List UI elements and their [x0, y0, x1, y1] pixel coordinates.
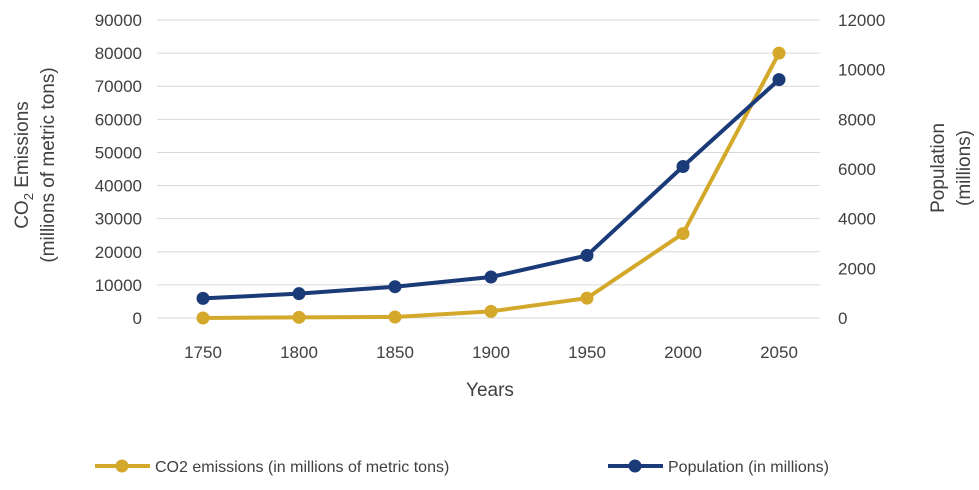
- left-y-axis-title-line1: CO2 Emissions: [12, 101, 36, 229]
- population-data-point: [676, 160, 690, 174]
- left-y-axis-title-line2: (millions of metric tons): [38, 67, 59, 262]
- right-y-tick-label: 6000: [838, 160, 876, 179]
- left-y-tick-label: 50000: [95, 143, 142, 162]
- x-axis-title: Years: [466, 380, 514, 401]
- population-data-point: [196, 291, 210, 305]
- population-data-point: [484, 270, 498, 284]
- left-y-tick-label: 40000: [95, 177, 142, 196]
- population-data-point: [580, 248, 594, 262]
- x-tick-label: 1950: [568, 343, 606, 362]
- right-y-tick-label: 10000: [838, 61, 885, 80]
- left-y-axis-title-rest: Emissions: [12, 101, 33, 193]
- left-y-tick-label: 70000: [95, 77, 142, 96]
- left-y-tick-label: 60000: [95, 110, 142, 129]
- right-y-tick-label: 8000: [838, 110, 876, 129]
- right-y-axis-title-line1: Population: [928, 123, 949, 213]
- co2-data-point: [580, 291, 594, 305]
- left-y-tick-label: 10000: [95, 276, 142, 295]
- x-tick-label: 1900: [472, 343, 510, 362]
- population-data-point: [772, 73, 786, 87]
- x-tick-label: 2050: [760, 343, 798, 362]
- x-tick-label: 1800: [280, 343, 318, 362]
- co2-data-point: [196, 311, 210, 325]
- left-y-axis-ticks: 0 10000 20000 30000 40000 50000 60000 70000 8000…: [95, 11, 142, 328]
- left-y-tick-label: 30000: [95, 210, 142, 229]
- series-line-population: [202, 78, 781, 301]
- left-y-axis-title-co: CO: [12, 200, 33, 229]
- left-y-tick-label: 20000: [95, 243, 142, 262]
- legend-swatch-marker-population: [628, 459, 642, 473]
- population-data-point: [292, 287, 306, 301]
- co2-data-point: [388, 310, 402, 324]
- legend-label-co2: CO2 emissions (in millions of metric ton…: [155, 459, 449, 476]
- right-y-tick-label: 0: [838, 309, 847, 328]
- co2-data-point: [772, 46, 786, 60]
- series: [196, 46, 786, 325]
- x-tick-label: 1850: [376, 343, 414, 362]
- co2-data-point: [484, 304, 498, 318]
- gridlines: [157, 19, 820, 319]
- x-tick-label: 2000: [664, 343, 702, 362]
- legend: CO2 emissions (in millions of metric ton…: [95, 459, 829, 476]
- right-y-axis-ticks: 0 2000 4000 6000 8000 10000 12000: [838, 11, 885, 328]
- left-y-tick-label: 80000: [95, 44, 142, 63]
- right-y-tick-label: 2000: [838, 259, 876, 278]
- left-y-tick-label: 90000: [95, 11, 142, 30]
- x-tick-label: 1750: [184, 343, 222, 362]
- population-data-point: [388, 280, 402, 294]
- x-axis-ticks: 1750 1800 1850 1900 1950 2000 2050: [184, 343, 798, 362]
- legend-swatch-marker-co2: [115, 459, 129, 473]
- right-y-tick-label: 12000: [838, 11, 885, 30]
- left-y-axis-title-subscript: 2: [21, 193, 36, 200]
- right-y-tick-label: 4000: [838, 210, 876, 229]
- co2-data-point: [676, 227, 690, 241]
- co2-data-point: [292, 310, 306, 324]
- legend-label-population: Population (in millions): [668, 459, 829, 476]
- right-y-axis-title-line2: (millions): [954, 130, 975, 206]
- left-y-tick-label: 0: [133, 309, 142, 328]
